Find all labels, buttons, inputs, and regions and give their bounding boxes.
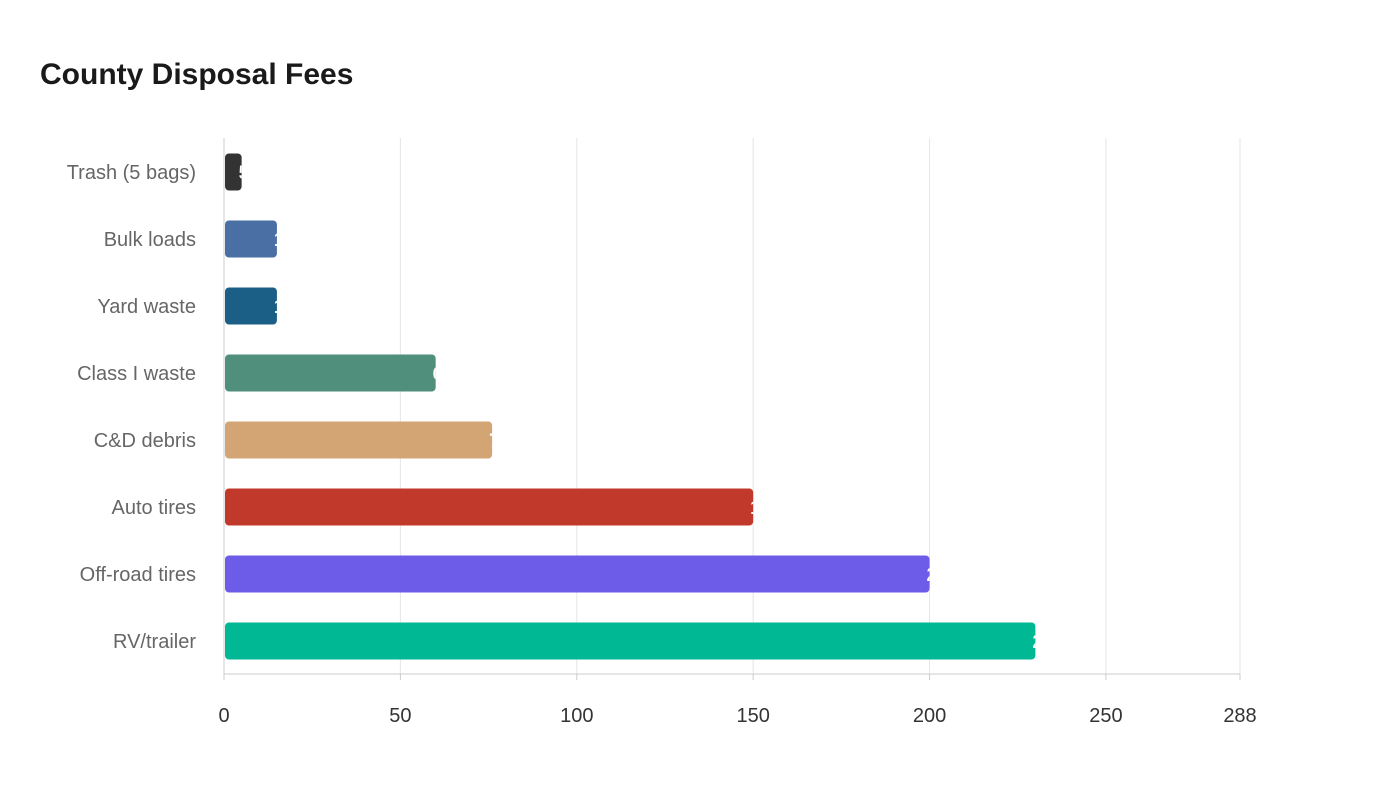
value-labels: 5 15 15 60 76 150 200 230	[239, 163, 1064, 653]
bar	[225, 354, 436, 392]
value-label: 76	[489, 431, 510, 452]
category-labels: Trash (5 bags) Bulk loads Yard waste Class …	[67, 162, 197, 653]
value-label: 15	[274, 297, 296, 318]
x-tick-label: 0	[218, 705, 229, 727]
value-label: 5	[239, 163, 250, 184]
bar	[225, 220, 277, 258]
x-tick-label: 250	[1089, 705, 1122, 727]
chart-title: County Disposal Fees	[40, 58, 354, 91]
category-label: Auto tires	[112, 497, 196, 519]
bars	[225, 153, 1036, 660]
x-tick-label: 150	[736, 705, 769, 727]
category-label: RV/trailer	[113, 631, 196, 653]
category-label: Off-road tires	[80, 564, 196, 586]
category-label: Yard waste	[97, 296, 196, 318]
gridlines	[399, 138, 1241, 674]
category-label: C&D debris	[94, 430, 196, 452]
bar	[225, 555, 930, 593]
value-label: 230	[1032, 632, 1064, 653]
x-tick-label: 50	[389, 705, 411, 727]
bar	[225, 622, 1036, 660]
bar	[225, 153, 242, 191]
value-label: 60	[433, 364, 454, 385]
value-label: 200	[927, 565, 959, 586]
category-label: Class I waste	[77, 363, 196, 385]
x-tick-label: 100	[560, 705, 593, 727]
x-tick-labels: 0 50 100 150 200 250 288	[218, 705, 1256, 727]
value-label: 15	[274, 230, 296, 251]
bar	[225, 421, 493, 459]
bar	[225, 287, 277, 325]
x-tick-label: 200	[913, 705, 946, 727]
x-tick-label: 288	[1223, 705, 1256, 727]
category-label: Bulk loads	[104, 229, 196, 251]
value-label: 150	[750, 498, 782, 519]
bar	[225, 488, 754, 526]
category-label: Trash (5 bags)	[67, 162, 196, 184]
axes	[223, 138, 1241, 680]
